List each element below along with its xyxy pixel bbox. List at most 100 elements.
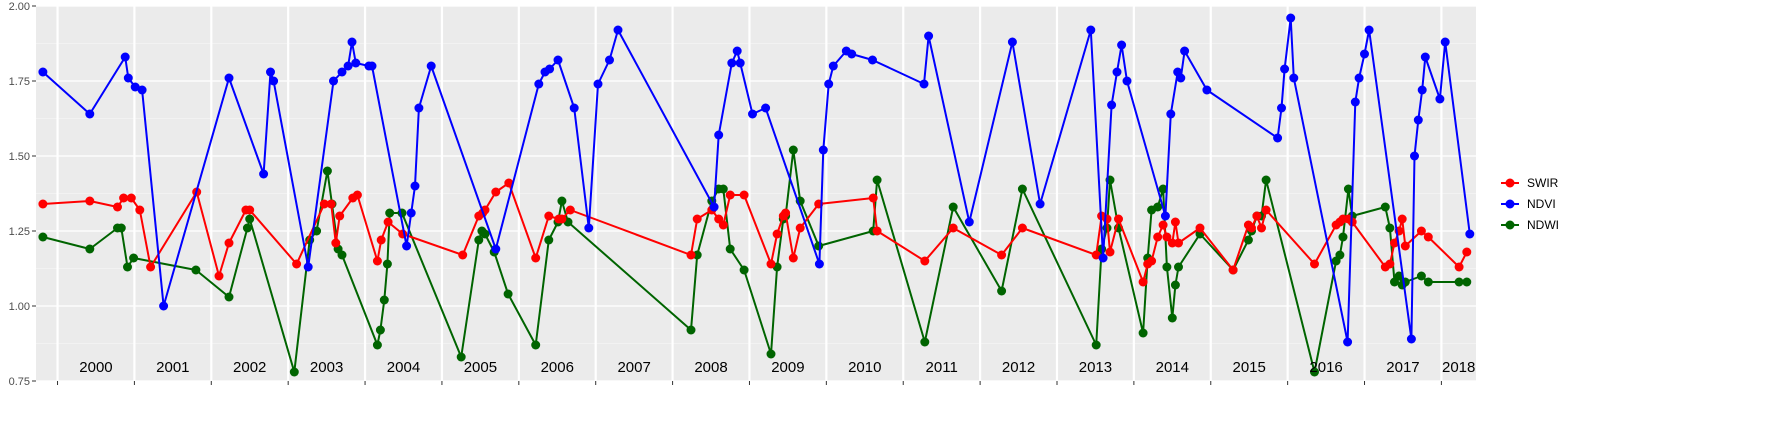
data-point [1162, 262, 1172, 272]
year-label: 2009 [771, 359, 804, 376]
data-point [1261, 205, 1271, 215]
data-point [129, 253, 139, 263]
data-point [1343, 184, 1353, 194]
data-point [766, 349, 776, 359]
data-point [1435, 94, 1445, 104]
data-point [1310, 367, 1319, 377]
data-point [123, 73, 133, 83]
data-point [402, 241, 412, 251]
data-point [159, 301, 169, 311]
data-point [1091, 340, 1101, 350]
data-point [38, 67, 48, 77]
data-point [847, 49, 857, 59]
data-point [245, 214, 255, 224]
data-point [85, 109, 95, 119]
y-tick-label: 2.00 [9, 1, 30, 13]
data-point [1423, 277, 1433, 287]
year-label: 2014 [1156, 359, 1189, 376]
data-point [331, 238, 341, 248]
data-point [1091, 250, 1101, 260]
data-point [224, 73, 234, 83]
data-point [1257, 223, 1266, 233]
data-point [1176, 73, 1186, 83]
data-point [1385, 223, 1395, 233]
data-point [242, 223, 252, 233]
data-point [605, 55, 614, 65]
data-point [692, 214, 702, 224]
data-point [1465, 229, 1475, 239]
year-label: 2003 [310, 359, 343, 376]
data-point [725, 190, 735, 200]
minor-gridlines [36, 43, 1476, 344]
data-point [557, 196, 567, 206]
data-point [1180, 46, 1190, 56]
data-point [948, 202, 958, 212]
data-point [269, 76, 279, 86]
data-point [613, 25, 623, 35]
data-point [766, 259, 776, 269]
data-point [1228, 265, 1238, 275]
data-point [351, 58, 361, 68]
data-point [534, 79, 544, 89]
data-point [544, 211, 554, 221]
series-layer [38, 13, 1475, 377]
data-point [456, 352, 466, 362]
data-point [920, 256, 930, 266]
data-point [872, 175, 882, 185]
data-point [997, 286, 1007, 296]
data-point [480, 229, 490, 239]
data-point [414, 103, 424, 113]
data-point [788, 253, 798, 263]
data-point [997, 250, 1007, 260]
data-point [1102, 214, 1112, 224]
year-label: 2006 [541, 359, 574, 376]
legend: SWIR NDVI NDWI [1501, 176, 1559, 232]
data-point [1286, 13, 1296, 23]
data-point [761, 103, 771, 113]
y-tick-label: 0.75 [9, 376, 30, 388]
data-point [38, 232, 48, 242]
data-point [343, 61, 353, 71]
data-point [385, 208, 395, 218]
data-point [1380, 202, 1390, 212]
data-point [748, 109, 757, 119]
data-point [818, 145, 828, 155]
data-point [1122, 76, 1132, 86]
data-point [1007, 37, 1017, 47]
data-point [347, 37, 357, 47]
data-point [1338, 232, 1348, 242]
year-label: 2004 [387, 359, 420, 376]
data-point [503, 289, 513, 299]
data-point [1310, 259, 1319, 269]
data-point [1400, 241, 1410, 251]
data-point [224, 238, 234, 248]
data-point [920, 337, 930, 347]
data-point [1167, 313, 1177, 323]
data-point [303, 262, 313, 272]
data-point [1247, 223, 1256, 233]
year-labels: 2000 2001 2002 2003 2004 2005 2006 2007 2008 2009… [79, 359, 1475, 376]
data-point [824, 79, 834, 89]
data-point [113, 202, 122, 212]
data-point [1114, 214, 1123, 224]
data-point [1462, 277, 1472, 287]
data-point [531, 253, 541, 263]
data-point [1017, 184, 1027, 194]
data-point [814, 259, 824, 269]
data-point [1400, 277, 1410, 287]
legend-label: NDWI [1527, 218, 1559, 232]
data-point [224, 292, 234, 302]
data-point [1420, 52, 1430, 62]
data-point [1440, 37, 1450, 47]
data-point [1417, 85, 1427, 95]
legend-item-ndvi: NDVI [1501, 197, 1556, 211]
data-point [1410, 151, 1419, 161]
data-point [1112, 67, 1122, 77]
data-point [718, 220, 728, 230]
data-point [692, 250, 702, 260]
data-point [137, 85, 147, 95]
data-point [1462, 247, 1472, 257]
data-point [1273, 133, 1283, 143]
data-point [1035, 199, 1045, 209]
data-point [919, 79, 929, 89]
